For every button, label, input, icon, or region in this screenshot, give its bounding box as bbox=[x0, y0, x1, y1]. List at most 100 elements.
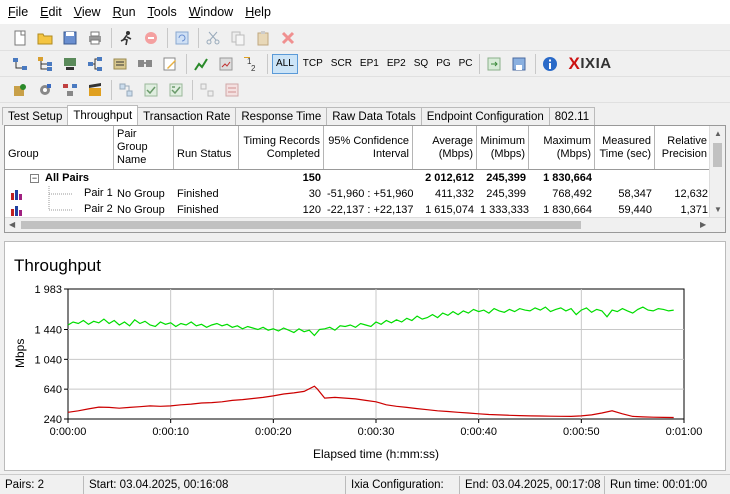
pair-records: 30 bbox=[308, 188, 321, 200]
options-button[interactable] bbox=[35, 80, 55, 100]
pair-row[interactable]: Pair 2 No Group Finished 120 -22,137 : +22,1… bbox=[5, 202, 711, 218]
header-measured-time[interactable]: Measured Time (sec) bbox=[595, 126, 655, 169]
horizontal-scroll-thumb[interactable] bbox=[21, 221, 581, 229]
all-pairs-row[interactable]: − All Pairs 150 2 012,612 245,399 1 830,… bbox=[5, 170, 711, 186]
grid-header: Group Pair Group Name Run Status Timing … bbox=[5, 126, 711, 170]
check-icon bbox=[144, 83, 158, 96]
y-tick-label: 1 440 bbox=[34, 324, 62, 336]
y-tick-label: 1 040 bbox=[34, 354, 62, 366]
stop-button[interactable] bbox=[141, 28, 161, 48]
network-pair-button[interactable] bbox=[60, 54, 80, 74]
pair-precision: 12,632 bbox=[674, 188, 708, 200]
filter-scr-button[interactable]: SCR bbox=[330, 58, 352, 69]
tab-test-setup[interactable]: Test Setup bbox=[2, 107, 69, 125]
pair-row[interactable]: Pair 1 No Group Finished 30 -51,960 : +51,96… bbox=[5, 186, 711, 202]
menu-edit[interactable]: Edit bbox=[40, 5, 62, 19]
tab-802-11[interactable]: 802.11 bbox=[548, 107, 596, 125]
menu-help[interactable]: Help bbox=[245, 5, 271, 19]
check-button[interactable] bbox=[141, 80, 161, 100]
run-button[interactable] bbox=[116, 28, 136, 48]
expand-icon bbox=[119, 83, 133, 96]
info-button[interactable] bbox=[540, 54, 560, 74]
filter-sq-button[interactable]: SQ bbox=[413, 58, 429, 69]
filter-pc-button[interactable]: PC bbox=[458, 58, 473, 69]
tab-transaction-rate[interactable]: Transaction Rate bbox=[137, 107, 237, 125]
ixia-logo: X IXIA bbox=[569, 54, 612, 74]
auto-run-button[interactable] bbox=[10, 80, 30, 100]
configure-button[interactable] bbox=[60, 80, 80, 100]
all-pairs-records: 150 bbox=[302, 172, 321, 184]
menu-view[interactable]: View bbox=[73, 5, 101, 19]
tree-connector bbox=[48, 202, 73, 211]
save-button[interactable] bbox=[60, 28, 80, 48]
print-icon bbox=[89, 31, 101, 44]
tab-endpoint-configuration[interactable]: Endpoint Configuration bbox=[420, 107, 550, 125]
new-document-button[interactable] bbox=[10, 28, 30, 48]
edit-button[interactable] bbox=[160, 54, 180, 74]
refresh-button[interactable] bbox=[172, 28, 192, 48]
results-grid: Group Pair Group Name Run Status Timing … bbox=[4, 125, 726, 233]
find-button[interactable] bbox=[216, 54, 236, 74]
link-button[interactable] bbox=[222, 80, 242, 100]
vertical-scroll-thumb[interactable] bbox=[713, 143, 722, 167]
collapse-icon[interactable]: − bbox=[30, 172, 39, 183]
y-tick-label: 640 bbox=[44, 384, 62, 396]
print-button[interactable] bbox=[85, 28, 105, 48]
header-group[interactable]: Group bbox=[5, 126, 114, 169]
header-confidence-interval[interactable]: 95% Confidence Interval bbox=[324, 126, 413, 169]
all-pairs-minimum: 245,399 bbox=[486, 172, 526, 184]
menu-bar: File Edit View Run Tools Window Help bbox=[0, 0, 730, 24]
toolbar-separator bbox=[534, 53, 536, 74]
auto-run-icon bbox=[14, 83, 26, 96]
filter-ep1-button[interactable]: EP1 bbox=[359, 58, 379, 69]
pair-button[interactable] bbox=[10, 54, 30, 74]
grid-horizontal-scrollbar[interactable]: ◀ ▶ bbox=[5, 217, 725, 232]
paste-icon bbox=[257, 30, 269, 45]
check-all-button[interactable] bbox=[166, 80, 186, 100]
header-minimum[interactable]: Minimum (Mbps) bbox=[477, 126, 529, 169]
status-start: Start: 03.04.2025, 00:16:08 bbox=[84, 475, 346, 494]
toolbar-separator bbox=[198, 27, 199, 48]
header-maximum[interactable]: Maximum (Mbps) bbox=[529, 126, 595, 169]
x-tick-label: 0:00:50 bbox=[563, 426, 600, 438]
delete-button[interactable] bbox=[278, 28, 298, 48]
all-pairs-label: All Pairs bbox=[45, 172, 90, 184]
expand-button[interactable] bbox=[116, 80, 136, 100]
endpoint-button[interactable] bbox=[135, 54, 155, 74]
copy-button[interactable] bbox=[228, 28, 248, 48]
tab-throughput[interactable]: Throughput bbox=[67, 105, 139, 125]
clapper-button[interactable] bbox=[85, 80, 105, 100]
info-icon bbox=[542, 56, 557, 71]
menu-run[interactable]: Run bbox=[112, 5, 136, 19]
header-pair-group-name[interactable]: Pair Group Name bbox=[114, 126, 174, 169]
open-folder-button[interactable] bbox=[35, 28, 55, 48]
cut-icon bbox=[206, 31, 220, 44]
tab-response-time[interactable]: Response Time bbox=[235, 107, 328, 125]
script-button[interactable] bbox=[110, 54, 130, 74]
header-relative-precision[interactable]: Relative Precision bbox=[655, 126, 711, 169]
header-run-status[interactable]: Run Status bbox=[174, 126, 239, 169]
throughput-button[interactable] bbox=[191, 54, 211, 74]
group-button[interactable] bbox=[85, 54, 105, 74]
paste-button[interactable] bbox=[253, 28, 273, 48]
export-button[interactable] bbox=[484, 54, 504, 74]
menu-file[interactable]: File bbox=[8, 5, 29, 19]
menu-window[interactable]: Window bbox=[188, 5, 234, 19]
filter-pg-button[interactable]: PG bbox=[436, 58, 451, 69]
menu-tools[interactable]: Tools bbox=[147, 5, 177, 19]
filter-tcp-button[interactable]: TCP bbox=[302, 58, 323, 69]
filter-ep2-button[interactable]: EP2 bbox=[386, 58, 406, 69]
header-average[interactable]: Average (Mbps) bbox=[413, 126, 477, 169]
cut-button[interactable] bbox=[203, 28, 223, 48]
filter-all-button[interactable]: ALL bbox=[272, 53, 298, 74]
pair-status: Finished bbox=[177, 188, 219, 200]
save-results-button[interactable] bbox=[509, 54, 529, 74]
multicast-pair-button[interactable] bbox=[35, 54, 55, 74]
collapse-button[interactable] bbox=[197, 80, 217, 100]
status-bar: Pairs: 2 Start: 03.04.2025, 00:16:08 Ixi… bbox=[0, 474, 730, 494]
test-toolbar bbox=[0, 77, 730, 103]
tab-raw-data-totals[interactable]: Raw Data Totals bbox=[326, 107, 422, 125]
header-timing-records[interactable]: Timing Records Completed bbox=[239, 126, 324, 169]
grid-vertical-scrollbar[interactable]: ▲ ▼ bbox=[709, 126, 725, 218]
